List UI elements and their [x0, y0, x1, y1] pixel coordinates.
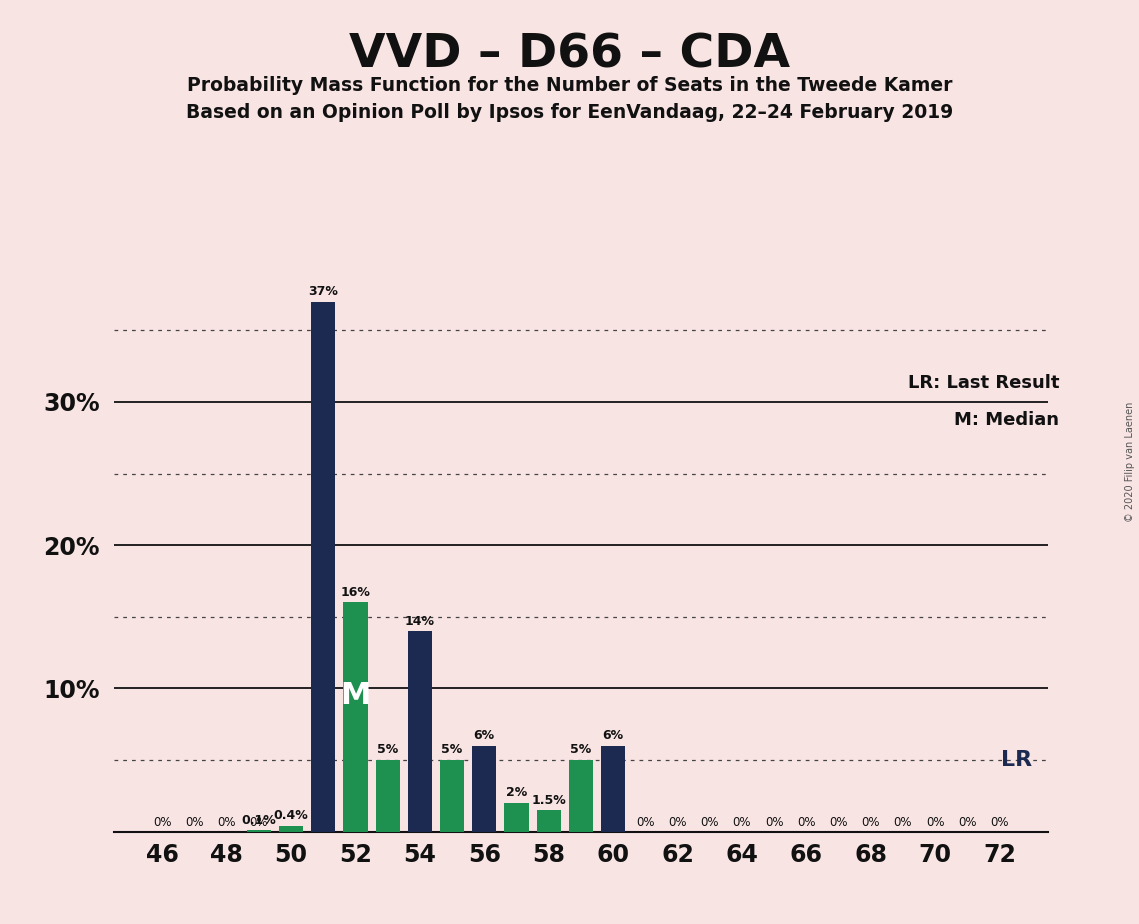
Text: 6%: 6%	[603, 729, 624, 742]
Text: 0%: 0%	[636, 817, 655, 830]
Text: Based on an Opinion Poll by Ipsos for EenVandaag, 22–24 February 2019: Based on an Opinion Poll by Ipsos for Ee…	[186, 103, 953, 123]
Bar	[536, 810, 560, 832]
Text: LR: LR	[1001, 750, 1032, 770]
Text: 0%: 0%	[732, 817, 752, 830]
Text: M: Median: M: Median	[954, 411, 1059, 429]
Text: 1.5%: 1.5%	[531, 794, 566, 807]
Text: 5%: 5%	[442, 744, 462, 757]
Text: 0%: 0%	[186, 817, 204, 830]
Text: 0%: 0%	[894, 817, 912, 830]
Bar	[376, 760, 400, 832]
Text: © 2020 Filip van Laenen: © 2020 Filip van Laenen	[1125, 402, 1134, 522]
Text: 0%: 0%	[249, 817, 268, 830]
Bar	[408, 631, 432, 832]
Text: 0.4%: 0.4%	[273, 809, 309, 822]
Text: VVD – D66 – CDA: VVD – D66 – CDA	[349, 32, 790, 78]
Text: 14%: 14%	[404, 614, 435, 627]
Text: 0%: 0%	[861, 817, 880, 830]
Text: 0%: 0%	[829, 817, 847, 830]
Bar	[440, 760, 465, 832]
Text: 2%: 2%	[506, 786, 527, 799]
Text: 37%: 37%	[309, 286, 338, 298]
Text: 0%: 0%	[153, 817, 172, 830]
Text: 6%: 6%	[474, 729, 494, 742]
Bar	[247, 830, 271, 832]
Bar	[505, 803, 528, 832]
Bar	[601, 746, 625, 832]
Text: 0%: 0%	[700, 817, 719, 830]
Text: 5%: 5%	[571, 744, 591, 757]
Text: M: M	[341, 681, 370, 710]
Text: 0%: 0%	[797, 817, 816, 830]
Bar	[279, 826, 303, 832]
Text: 0%: 0%	[926, 817, 944, 830]
Text: LR: Last Result: LR: Last Result	[908, 374, 1059, 392]
Text: Probability Mass Function for the Number of Seats in the Tweede Kamer: Probability Mass Function for the Number…	[187, 76, 952, 95]
Text: 16%: 16%	[341, 586, 370, 599]
Bar	[473, 746, 497, 832]
Text: 0%: 0%	[765, 817, 784, 830]
Bar	[343, 602, 368, 832]
Text: 0.1%: 0.1%	[241, 814, 276, 827]
Bar	[311, 301, 335, 832]
Text: 5%: 5%	[377, 744, 399, 757]
Text: 0%: 0%	[958, 817, 976, 830]
Bar	[568, 760, 593, 832]
Text: 0%: 0%	[669, 817, 687, 830]
Text: 0%: 0%	[218, 817, 236, 830]
Text: 0%: 0%	[990, 817, 1009, 830]
